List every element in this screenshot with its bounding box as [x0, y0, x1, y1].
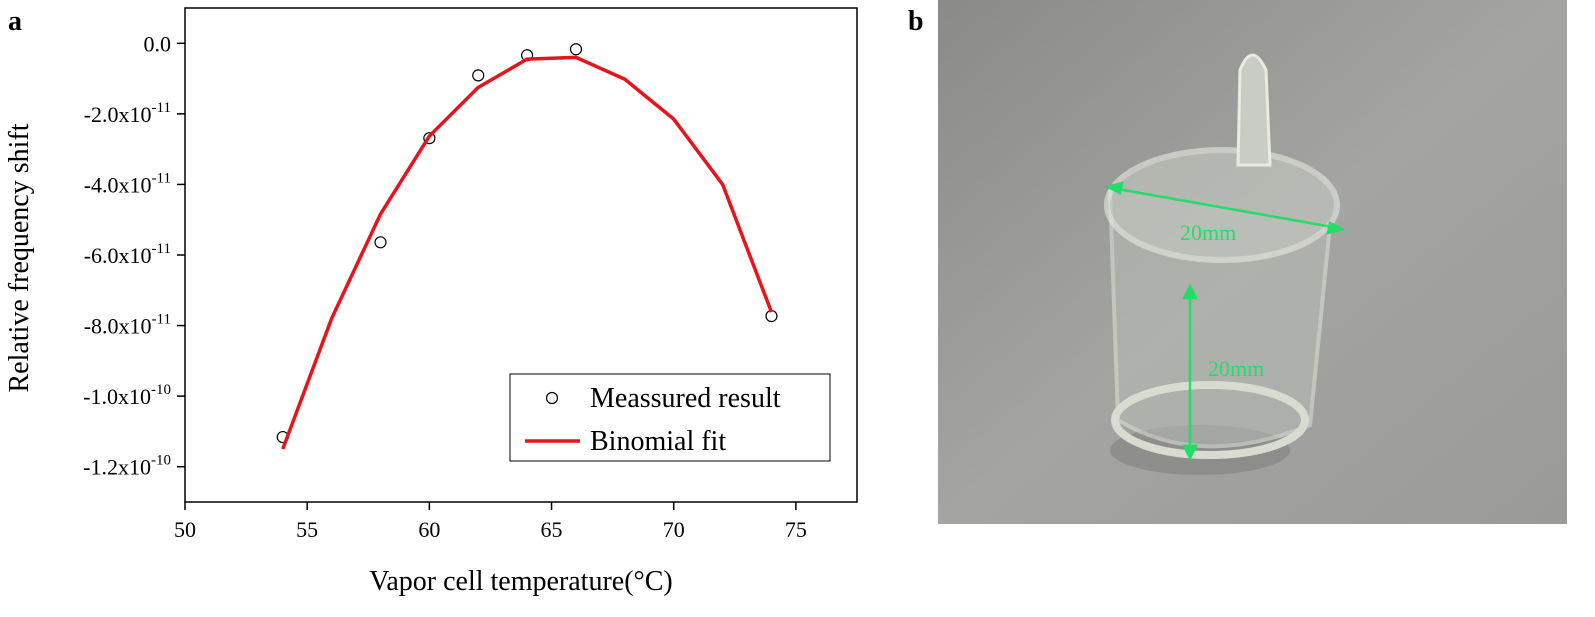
x-tick-label: 75 [785, 517, 807, 542]
panel-label: b [908, 6, 924, 37]
photo-annotation: 20mm [1208, 356, 1264, 381]
y-tick-label-base: -6.0x10 [84, 243, 152, 268]
y-tick-label: -2.0x10-11 [84, 100, 171, 127]
y-tick-label-base: 0.0 [144, 31, 172, 56]
photo-annotation: 20mm [1180, 220, 1236, 245]
y-tick-label-exponent: -11 [152, 312, 171, 328]
x-tick-label: 70 [663, 517, 685, 542]
glass-base [1111, 381, 1309, 459]
y-tick-label-exponent: -10 [151, 453, 171, 469]
y-tick-label-exponent: -11 [152, 170, 171, 186]
data-point [472, 69, 485, 82]
y-axis-title: Relative frequency shift [4, 123, 35, 392]
dimension-arrows [1104, 181, 1346, 461]
y-tick-label-exponent: -11 [152, 241, 171, 257]
x-tick-label: 50 [174, 517, 196, 542]
legend-box [509, 373, 831, 462]
data-point [374, 236, 387, 249]
y-tick-label-base: -1.0x10 [83, 384, 151, 409]
x-tick-label: 60 [418, 517, 440, 542]
y-tick-label-base: -4.0x10 [84, 172, 152, 197]
y-tick-label: -8.0x10-11 [84, 312, 171, 339]
y-tick-label-base: -8.0x10 [84, 314, 152, 339]
data-point [423, 132, 436, 145]
y-tick-label-base: -2.0x10 [84, 102, 152, 127]
fit-line [281, 55, 774, 450]
y-tick-label: -1.0x10-10 [83, 382, 171, 409]
panel-label: a [8, 6, 22, 37]
x-tick-label: 55 [296, 517, 318, 542]
y-tick-label: -4.0x10-11 [84, 170, 171, 197]
glass-stem [1236, 53, 1272, 167]
x-axis-title: Vapor cell temperature(°C) [369, 566, 673, 597]
y-tick-label: -1.2x10-10 [83, 453, 171, 480]
legend-marker [545, 391, 559, 405]
y-tick-label: 0.0 [144, 31, 172, 56]
y-tick-label-base: -1.2x10 [83, 455, 151, 480]
legend-label: Meassured result [590, 383, 781, 414]
y-tick-label-exponent: -11 [152, 100, 171, 116]
data-point [765, 309, 778, 323]
legend-label: Binomial fit [590, 426, 726, 457]
x-tick-label: 65 [541, 517, 563, 542]
glass-top [1104, 147, 1340, 263]
data-point [569, 43, 583, 56]
y-tick-label-exponent: -10 [151, 382, 171, 398]
y-tick-label: -6.0x10-11 [84, 241, 171, 268]
photo: 20mm 20mm [938, 0, 1567, 524]
